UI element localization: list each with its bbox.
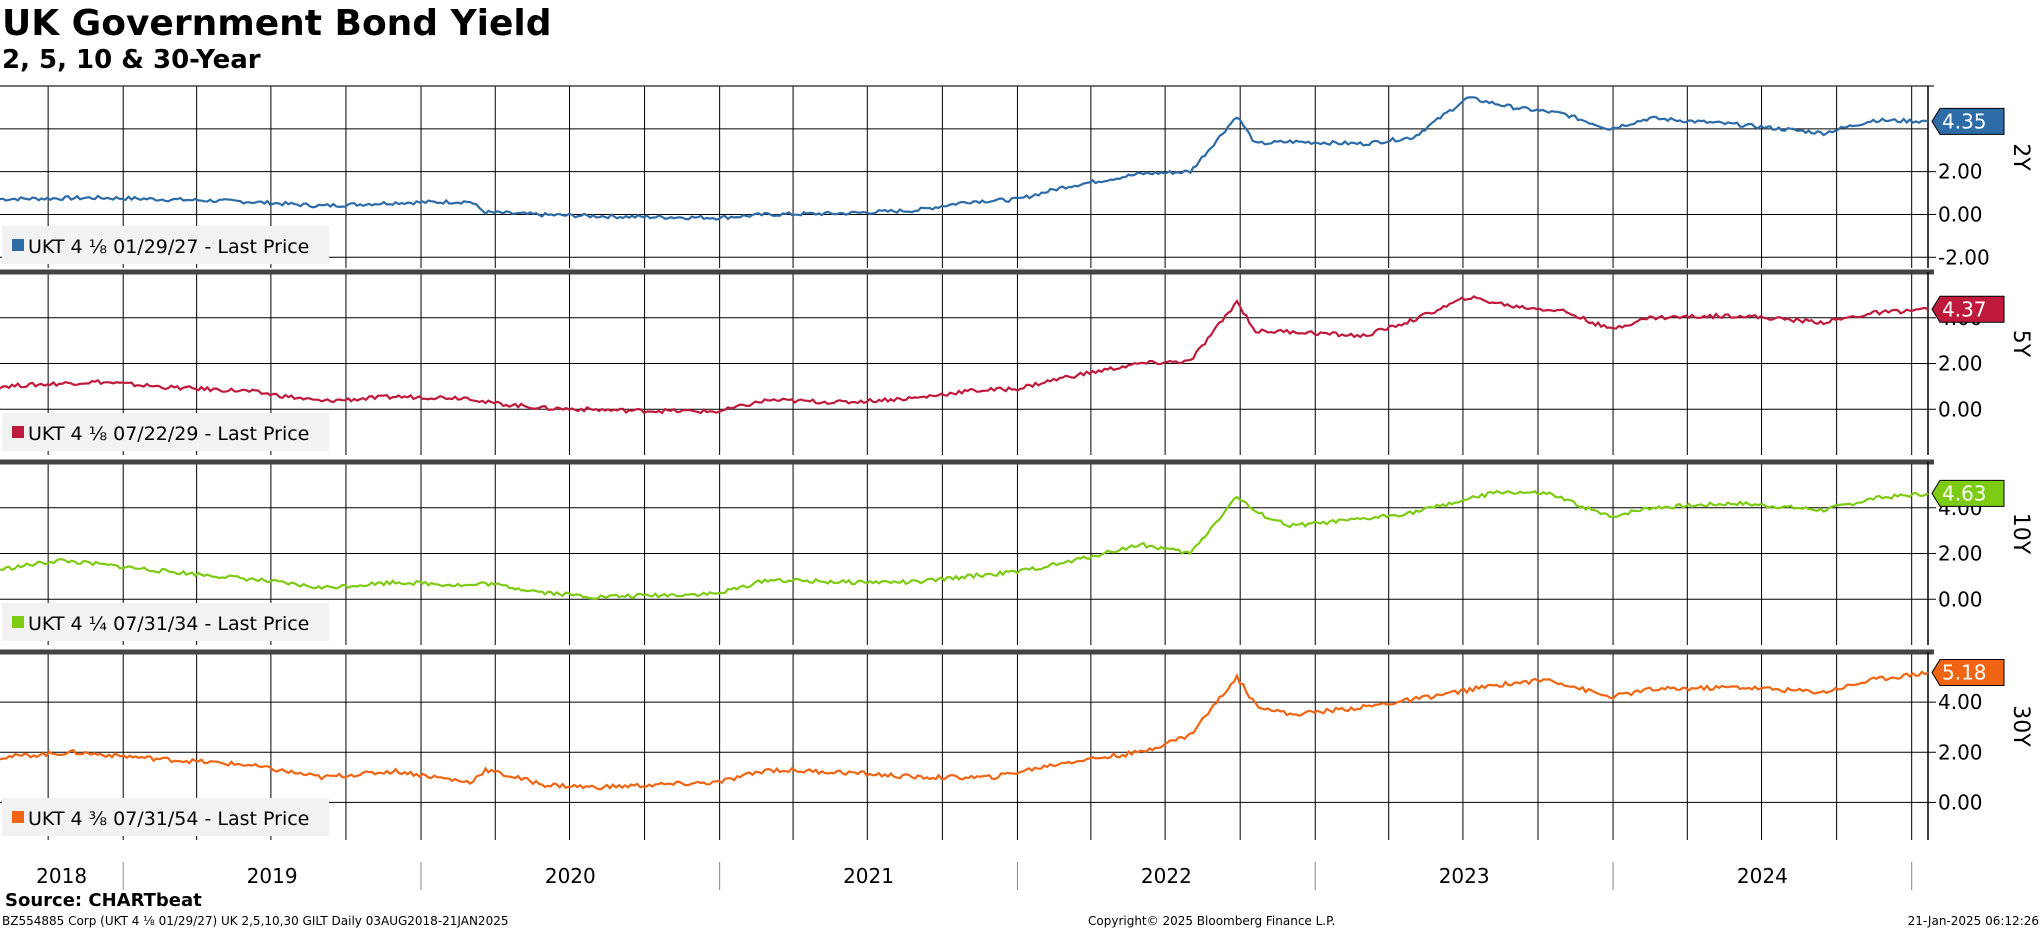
series-line-5Y [0,295,1929,415]
last-value-tag [1931,295,2005,323]
x-tick-label: 2023 [1439,864,1490,888]
panel-label: 10Y [2008,513,2033,555]
y-tick-label: 4.00 [1938,690,1983,714]
legend-swatch [12,426,24,438]
legend-label: UKT 4 ⅛ 01/29/27 - Last Price [28,236,309,258]
y-tick-label: 2.00 [1938,352,1983,376]
legend-label: UKT 4 ¼ 07/31/34 - Last Price [28,613,309,635]
last-value-tag [1931,659,2005,687]
x-tick-label: 2018 [36,864,87,888]
x-tick-label: 2021 [843,864,894,888]
y-tick-label: -2.00 [1938,245,1990,269]
legend-box [2,226,329,264]
y-tick-label: 0.00 [1938,397,1983,421]
y-tick-label: 0.00 [1938,790,1983,814]
legend-swatch [12,811,24,823]
x-tick-label: 2020 [545,864,596,888]
legend-box [2,798,329,836]
x-tick-label: 2022 [1141,864,1192,888]
y-tick-label: 0.00 [1938,587,1983,611]
footer-timestamp: 21-Jan-2025 06:12:26 [1907,914,2039,928]
series-line-2Y [0,96,1929,221]
series-line-30Y [0,670,1929,791]
legend-label: UKT 4 ⅛ 07/22/29 - Last Price [28,423,309,445]
panel-label: 30Y [2008,705,2033,747]
last-value-label: 4.35 [1942,109,1987,133]
panel-label: 5Y [2008,330,2033,358]
last-value-tag [1931,479,2005,507]
series-line-10Y [0,489,1929,600]
x-tick-label: 2024 [1737,864,1788,888]
last-value-tag [1931,107,2005,135]
panel-label: 2Y [2008,143,2033,171]
last-value-label: 4.63 [1942,481,1987,505]
legend-label: UKT 4 ⅜ 07/31/54 - Last Price [28,808,309,830]
footer-copyright: Copyright© 2025 Bloomberg Finance L.P. [1088,914,1336,928]
legend-swatch [12,616,24,628]
y-tick-label: 0.00 [1938,202,1983,226]
legend-box [2,603,329,641]
last-value-label: 5.18 [1942,661,1987,685]
last-value-label: 4.37 [1942,297,1987,321]
legend-swatch [12,239,24,251]
chart-subtitle: 2, 5, 10 & 30-Year [2,45,261,75]
source-note: Source: CHARTbeat [5,890,202,911]
x-tick-label: 2019 [247,864,298,888]
chart-title: UK Government Bond Yield [2,3,552,44]
y-tick-label: 2.00 [1938,542,1983,566]
footer-security-info: BZ554885 Corp (UKT 4 ⅛ 01/29/27) UK 2,5,… [2,914,509,928]
y-tick-label: 2.00 [1938,160,1983,184]
y-tick-label: 2.00 [1938,740,1983,764]
legend-box [2,413,329,451]
